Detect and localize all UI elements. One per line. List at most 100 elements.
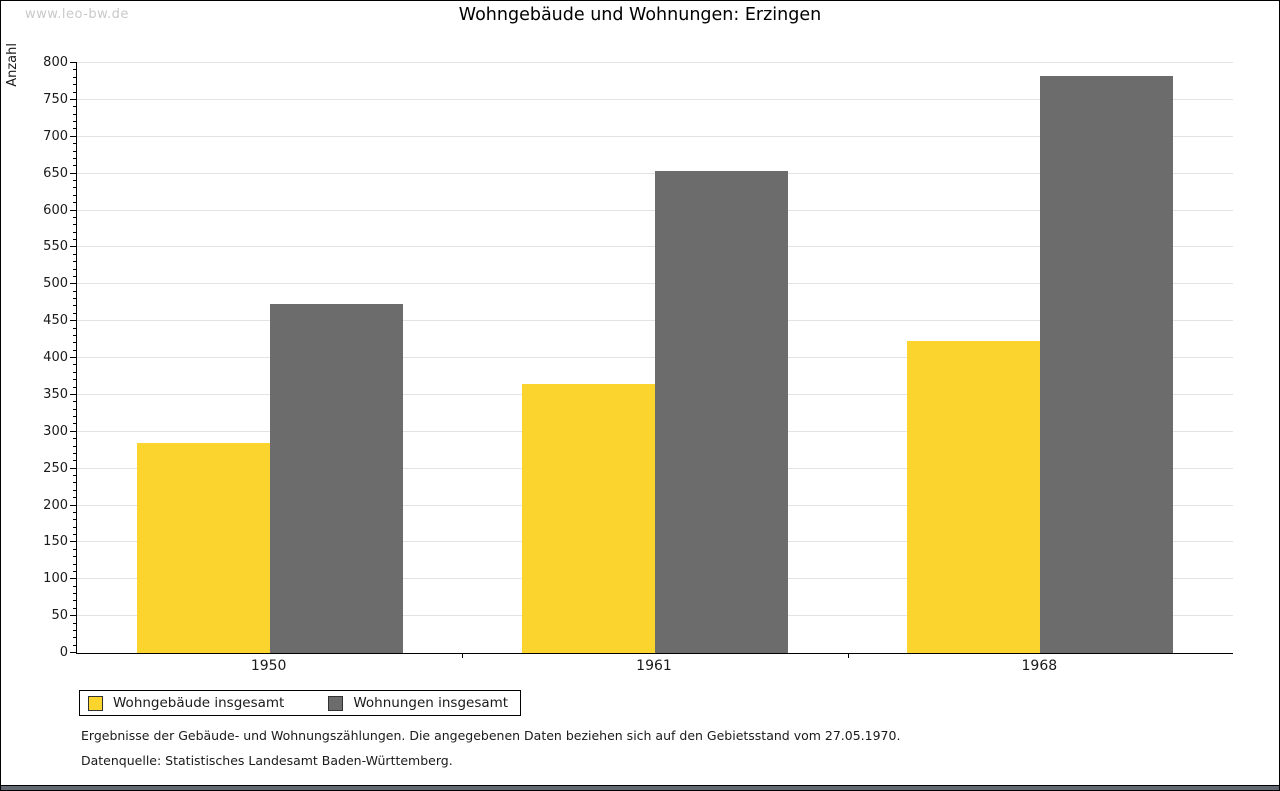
y-minor-tick (73, 475, 77, 476)
y-tick-label: 750 (43, 91, 68, 107)
y-minor-tick (73, 445, 77, 447)
y-tick-label: 500 (43, 276, 68, 292)
y-major-tick (70, 615, 77, 617)
legend-label: Wohnungen insgesamt (353, 695, 509, 711)
y-tick-label: 200 (43, 497, 68, 513)
y-minor-tick (73, 489, 77, 491)
y-minor-tick (73, 327, 77, 329)
footnote-datenquelle: Datenquelle: Statistisches Landesamt Bad… (81, 753, 453, 768)
y-tick-label: 700 (43, 128, 68, 144)
y-tick-label: 250 (43, 460, 68, 476)
y-axis-label: Anzahl (5, 43, 20, 87)
y-minor-tick (73, 202, 77, 204)
legend-items: Wohngebäude insgesamt Wohnungen insgesamt (88, 695, 508, 711)
y-minor-tick (73, 187, 77, 189)
y-minor-tick (73, 312, 77, 314)
y-minor-tick (73, 342, 77, 344)
y-minor-tick (73, 585, 77, 587)
y-minor-tick (73, 305, 77, 307)
gridline (77, 135, 1233, 137)
y-minor-tick (73, 239, 77, 240)
x-boundary-tick (847, 653, 849, 658)
y-major-tick (70, 504, 77, 506)
bar (907, 341, 1041, 653)
y-minor-tick (73, 622, 77, 624)
y-minor-tick (73, 534, 77, 535)
y-minor-tick (73, 157, 77, 159)
y-minor-tick (73, 268, 77, 270)
legend-box: Wohngebäude insgesamt Wohnungen insgesamt (79, 690, 522, 716)
y-minor-tick (73, 91, 77, 93)
y-minor-tick (73, 607, 77, 609)
y-minor-tick (73, 349, 77, 351)
y-minor-tick (73, 548, 77, 550)
legend-swatch-icon (88, 695, 103, 711)
x-tick-label: 1950 (250, 658, 287, 674)
y-minor-tick (73, 408, 77, 410)
watermark: www.leo-bw.de (25, 7, 129, 22)
y-major-tick (70, 283, 77, 285)
y-minor-tick (73, 150, 77, 152)
y-minor-tick (73, 526, 77, 528)
y-minor-tick (73, 106, 77, 108)
y-minor-tick (73, 497, 77, 499)
y-major-tick (70, 541, 77, 543)
chart-title: Wohngebäude und Wohnungen: Erzingen (458, 5, 822, 25)
y-major-tick (70, 652, 77, 653)
x-tick-label: 1961 (636, 658, 672, 674)
y-tick-label: 800 (43, 55, 68, 70)
y-minor-tick (73, 253, 77, 255)
bar (136, 442, 270, 653)
bars-layer (77, 63, 1233, 653)
y-tick-label: 400 (43, 350, 68, 365)
footnote-gebietsstand: Ergebnisse der Gebäude- und Wohnungszähl… (81, 728, 901, 743)
y-minor-tick (73, 563, 77, 565)
x-tick-label: 1968 (1021, 658, 1058, 674)
legend-swatch-icon (328, 695, 344, 711)
bar-group-1961 (462, 63, 847, 653)
bottom-strip (1, 785, 1279, 790)
y-tick-label: 600 (43, 202, 68, 218)
y-minor-tick (73, 216, 77, 218)
y-minor-tick (73, 69, 77, 71)
bar-group-1950 (77, 63, 462, 653)
bar (1040, 76, 1174, 653)
y-minor-tick (73, 401, 77, 403)
y-minor-tick (73, 452, 77, 454)
y-tick-label: 300 (43, 423, 68, 439)
y-tick-label: 100 (43, 571, 68, 587)
y-minor-tick (73, 556, 77, 558)
y-minor-tick (73, 519, 77, 521)
plot-area (70, 62, 1233, 658)
y-major-tick (70, 172, 77, 174)
bar (654, 170, 788, 653)
y-major-tick (70, 320, 77, 322)
y-minor-tick (73, 334, 77, 336)
y-major-tick (70, 357, 77, 358)
y-minor-tick (73, 290, 77, 292)
y-minor-tick (73, 298, 77, 299)
bar-group-1968 (848, 63, 1233, 653)
y-minor-tick (73, 570, 77, 572)
y-minor-tick (73, 231, 77, 233)
y-minor-tick (73, 364, 77, 366)
y-minor-tick (73, 438, 77, 440)
y-minor-tick (73, 121, 77, 122)
legend-label: Wohngebäude insgesamt (113, 695, 285, 711)
y-major-tick (70, 209, 77, 211)
y-minor-tick (73, 76, 77, 78)
y-minor-tick (73, 128, 77, 130)
y-tick-label: 150 (43, 534, 68, 550)
y-minor-tick (73, 261, 77, 263)
y-minor-tick (73, 629, 77, 631)
legend-item: Wohnungen insgesamt (328, 695, 508, 711)
y-minor-tick (73, 275, 77, 277)
y-major-tick (70, 62, 77, 63)
gridline (77, 98, 1233, 100)
y-minor-tick (73, 113, 77, 115)
y-tick-label: 550 (43, 239, 68, 255)
y-tick-label: 50 (51, 608, 68, 624)
y-minor-tick (73, 593, 77, 594)
y-major-tick (70, 246, 77, 248)
y-major-tick (70, 393, 77, 395)
